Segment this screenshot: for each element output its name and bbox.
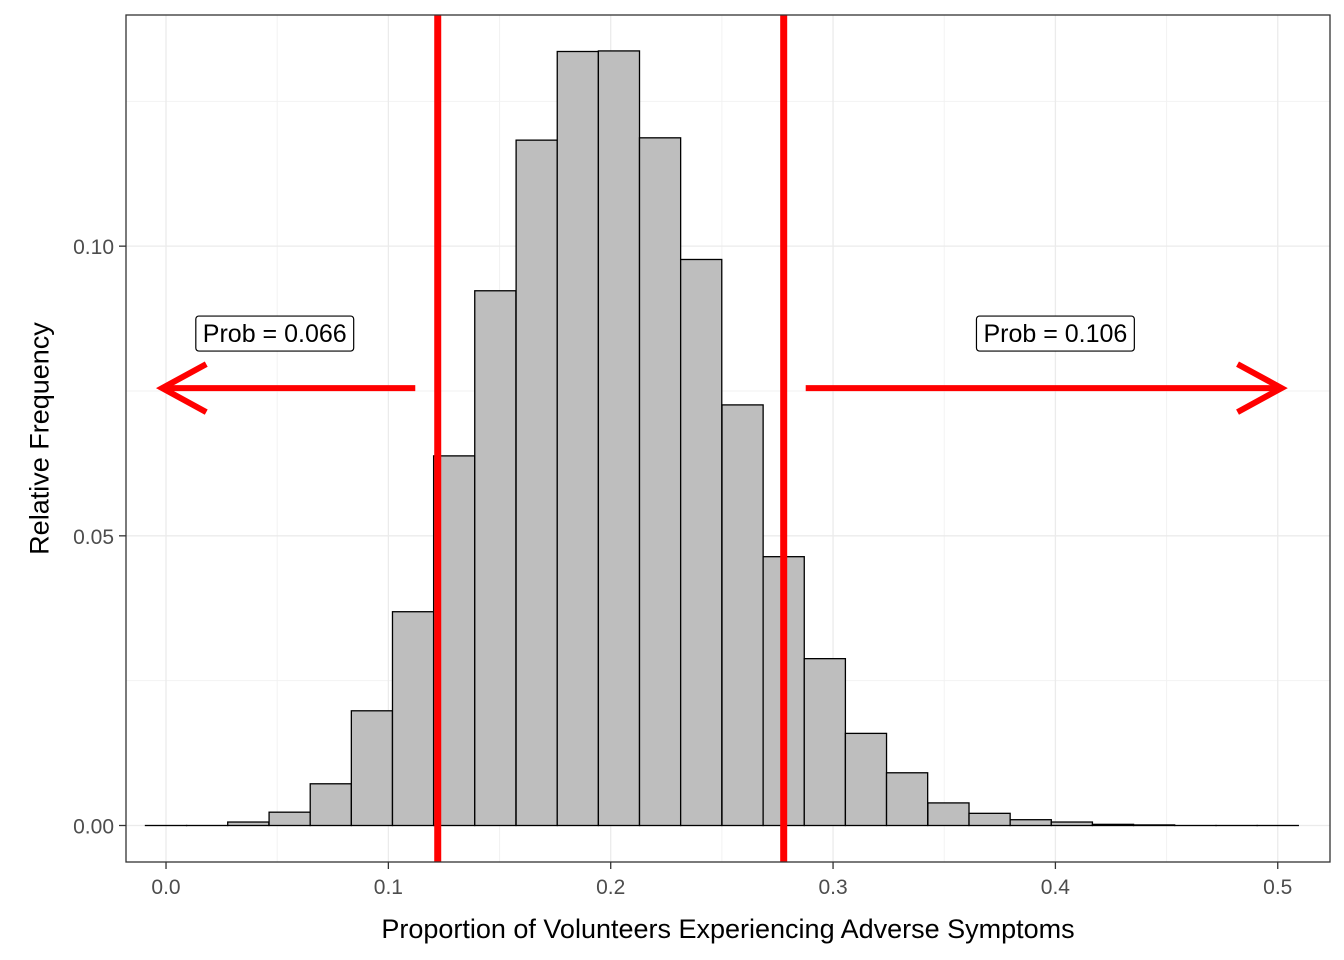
histogram-bar <box>227 821 270 827</box>
histogram-bar <box>721 404 764 827</box>
label-box <box>195 315 355 352</box>
probability-label: Prob = 0.066 <box>195 315 355 352</box>
histogram-bar <box>268 811 311 827</box>
x-tick-label: 0.1 <box>374 876 403 899</box>
histogram-bar <box>638 137 682 827</box>
label-text: Prob = 0.106 <box>983 320 1127 348</box>
histogram-bar <box>350 710 394 827</box>
x-axis-ticks: 0.0 0.1 0.2 0.3 0.4 0.5 <box>151 862 1292 899</box>
histogram-bar <box>679 258 723 827</box>
histogram-bar <box>1009 819 1052 827</box>
cutoff-lines <box>434 15 788 862</box>
histogram-bar <box>515 139 558 827</box>
x-tick-label: 0.3 <box>818 876 847 899</box>
y-tick-label: 0.10 <box>73 236 114 259</box>
label-box <box>975 315 1135 352</box>
tail-arrow <box>155 361 416 415</box>
tail-arrows <box>155 361 1288 415</box>
y-axis-title: Relative Frequency <box>24 322 54 555</box>
arrow-head <box>1236 361 1288 415</box>
histogram-bar <box>1050 821 1094 827</box>
probability-labels: Prob = 0.066 Prob = 0.106 <box>195 315 1135 352</box>
panel-border <box>125 14 1331 863</box>
histogram-bar <box>391 611 435 827</box>
x-axis-title: Proportion of Volunteers Experiencing Ad… <box>381 914 1074 944</box>
histogram-bar <box>597 50 641 827</box>
histogram-bar <box>1132 824 1176 827</box>
histogram-bar <box>556 50 600 827</box>
label-text: Prob = 0.066 <box>203 320 347 348</box>
x-tick-label: 0.4 <box>1041 876 1071 899</box>
x-tick-label: 0.2 <box>596 876 625 899</box>
histogram-bar <box>885 772 929 827</box>
tail-arrow <box>805 361 1288 415</box>
histogram-bar <box>1091 823 1135 827</box>
probability-label: Prob = 0.106 <box>975 315 1135 352</box>
x-tick-label: 0.5 <box>1263 876 1292 899</box>
y-axis-ticks: 0.00 0.05 0.10 <box>73 236 126 839</box>
histogram-bar <box>844 732 888 827</box>
histogram-bar <box>474 290 517 827</box>
histogram-bar <box>309 783 352 827</box>
y-tick-label: 0.00 <box>73 816 114 839</box>
arrow-head <box>155 361 208 415</box>
y-tick-label: 0.05 <box>73 526 114 549</box>
histogram-bar <box>803 658 847 827</box>
x-tick-label: 0.0 <box>151 876 180 899</box>
histogram-bar <box>927 802 970 827</box>
histogram-bar <box>968 812 1011 827</box>
